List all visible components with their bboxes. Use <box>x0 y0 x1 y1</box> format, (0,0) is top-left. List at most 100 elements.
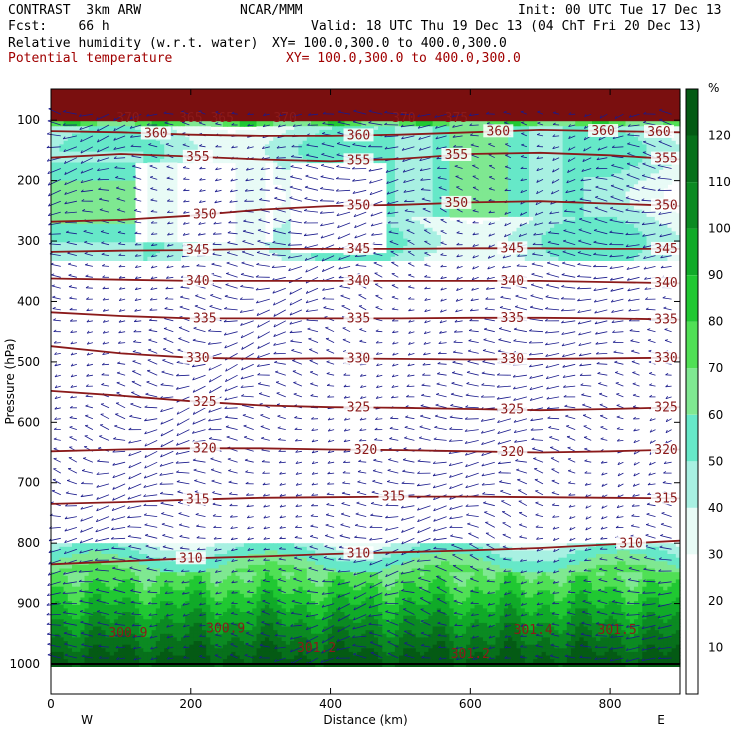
rh-cell <box>357 122 362 127</box>
rh-cell <box>591 202 597 207</box>
rh-cell <box>59 202 65 207</box>
rh-cell <box>638 187 643 193</box>
rh-cell <box>407 173 413 178</box>
rh-cell <box>248 137 253 142</box>
rh-cell <box>420 198 425 203</box>
rh-cell <box>558 148 564 153</box>
rh-cell <box>516 137 522 142</box>
rh-cell <box>51 151 56 156</box>
rh-cell <box>625 148 631 153</box>
rh-cell <box>214 148 220 153</box>
rh-cell <box>126 158 132 164</box>
rh-cell <box>113 158 119 164</box>
rh-cell <box>571 122 576 127</box>
rh-cell <box>529 180 534 185</box>
rh-cell <box>478 195 484 200</box>
rh-cell <box>160 148 165 153</box>
rh-cell <box>80 180 86 185</box>
rh-cell <box>671 227 677 232</box>
rh-cell <box>273 169 278 174</box>
rh-cell <box>562 224 568 229</box>
rh-cell <box>545 122 551 127</box>
rh-cell <box>667 227 673 232</box>
rh-cell <box>277 180 283 185</box>
rh-cell <box>554 155 559 160</box>
rh-cell <box>411 166 417 171</box>
rh-cell <box>512 158 518 164</box>
rh-cell <box>168 184 174 189</box>
rh-cell <box>512 206 518 211</box>
rh-cell <box>151 187 157 193</box>
rh-cell <box>445 166 450 171</box>
rh-cell <box>596 144 601 149</box>
rh-cell <box>550 122 555 127</box>
rh-cell <box>441 126 446 131</box>
rh-cell <box>252 173 258 178</box>
rh-cell <box>520 129 526 135</box>
rh-cell <box>273 151 278 156</box>
rh-cell <box>633 206 639 211</box>
rh-cell <box>151 216 157 222</box>
rh-cell <box>415 129 421 135</box>
rh-cell <box>621 184 627 189</box>
rh-cell <box>411 144 417 149</box>
rh-cell <box>181 144 186 149</box>
rh-cell <box>84 187 90 193</box>
rh-cell <box>566 184 572 189</box>
rh-cell <box>248 213 253 218</box>
rh-cell <box>172 155 178 160</box>
rh-cell <box>428 209 434 214</box>
rh-cell <box>80 144 86 149</box>
rh-cell <box>151 220 157 225</box>
rh-cell <box>97 126 102 131</box>
rh-cell <box>101 213 107 218</box>
rh-cell <box>239 129 245 135</box>
rh-cell <box>273 173 278 178</box>
rh-cell <box>491 227 497 232</box>
rh-cell <box>84 184 90 189</box>
rh-cell <box>579 144 585 149</box>
rh-cell <box>390 216 396 222</box>
rh-cell <box>633 148 639 153</box>
rh-cell <box>260 198 266 203</box>
rh-cell <box>659 195 664 200</box>
rh-cell <box>558 198 564 203</box>
rh-cell <box>441 169 446 174</box>
rh-cell <box>143 122 149 127</box>
rh-cell <box>633 177 639 182</box>
rh-cell <box>260 140 266 145</box>
rh-cell <box>415 216 421 222</box>
rh-cell <box>675 177 681 182</box>
rh-cell <box>76 133 81 138</box>
rh-cell <box>252 151 258 156</box>
rh-cell <box>235 220 241 225</box>
rh-cell <box>172 187 178 193</box>
rh-cell <box>227 137 232 142</box>
rh-cell <box>445 173 450 178</box>
rh-cell <box>130 213 136 218</box>
rh-cell <box>554 173 559 178</box>
rh-cell <box>340 126 346 131</box>
rh-cell <box>390 187 396 193</box>
rh-cell <box>600 220 606 225</box>
rh-cell <box>529 224 534 229</box>
rh-cell <box>545 166 551 171</box>
rh-cell <box>76 220 81 225</box>
rh-cell <box>642 216 648 222</box>
rh-cell <box>470 126 476 131</box>
rh-cell <box>659 122 664 127</box>
rh-cell <box>411 169 417 174</box>
rh-cell <box>558 213 564 218</box>
rh-cell <box>587 191 593 196</box>
rh-cell <box>487 206 492 211</box>
rh-cell <box>164 122 169 127</box>
rh-cell <box>399 213 404 218</box>
rh-cell <box>533 140 538 145</box>
rh-cell <box>545 206 551 211</box>
rh-cell <box>51 158 56 164</box>
rh-cell <box>587 216 593 222</box>
rh-cell <box>97 180 102 185</box>
rh-cell <box>487 191 492 196</box>
rh-cell <box>608 184 614 189</box>
rh-cell <box>264 155 270 160</box>
